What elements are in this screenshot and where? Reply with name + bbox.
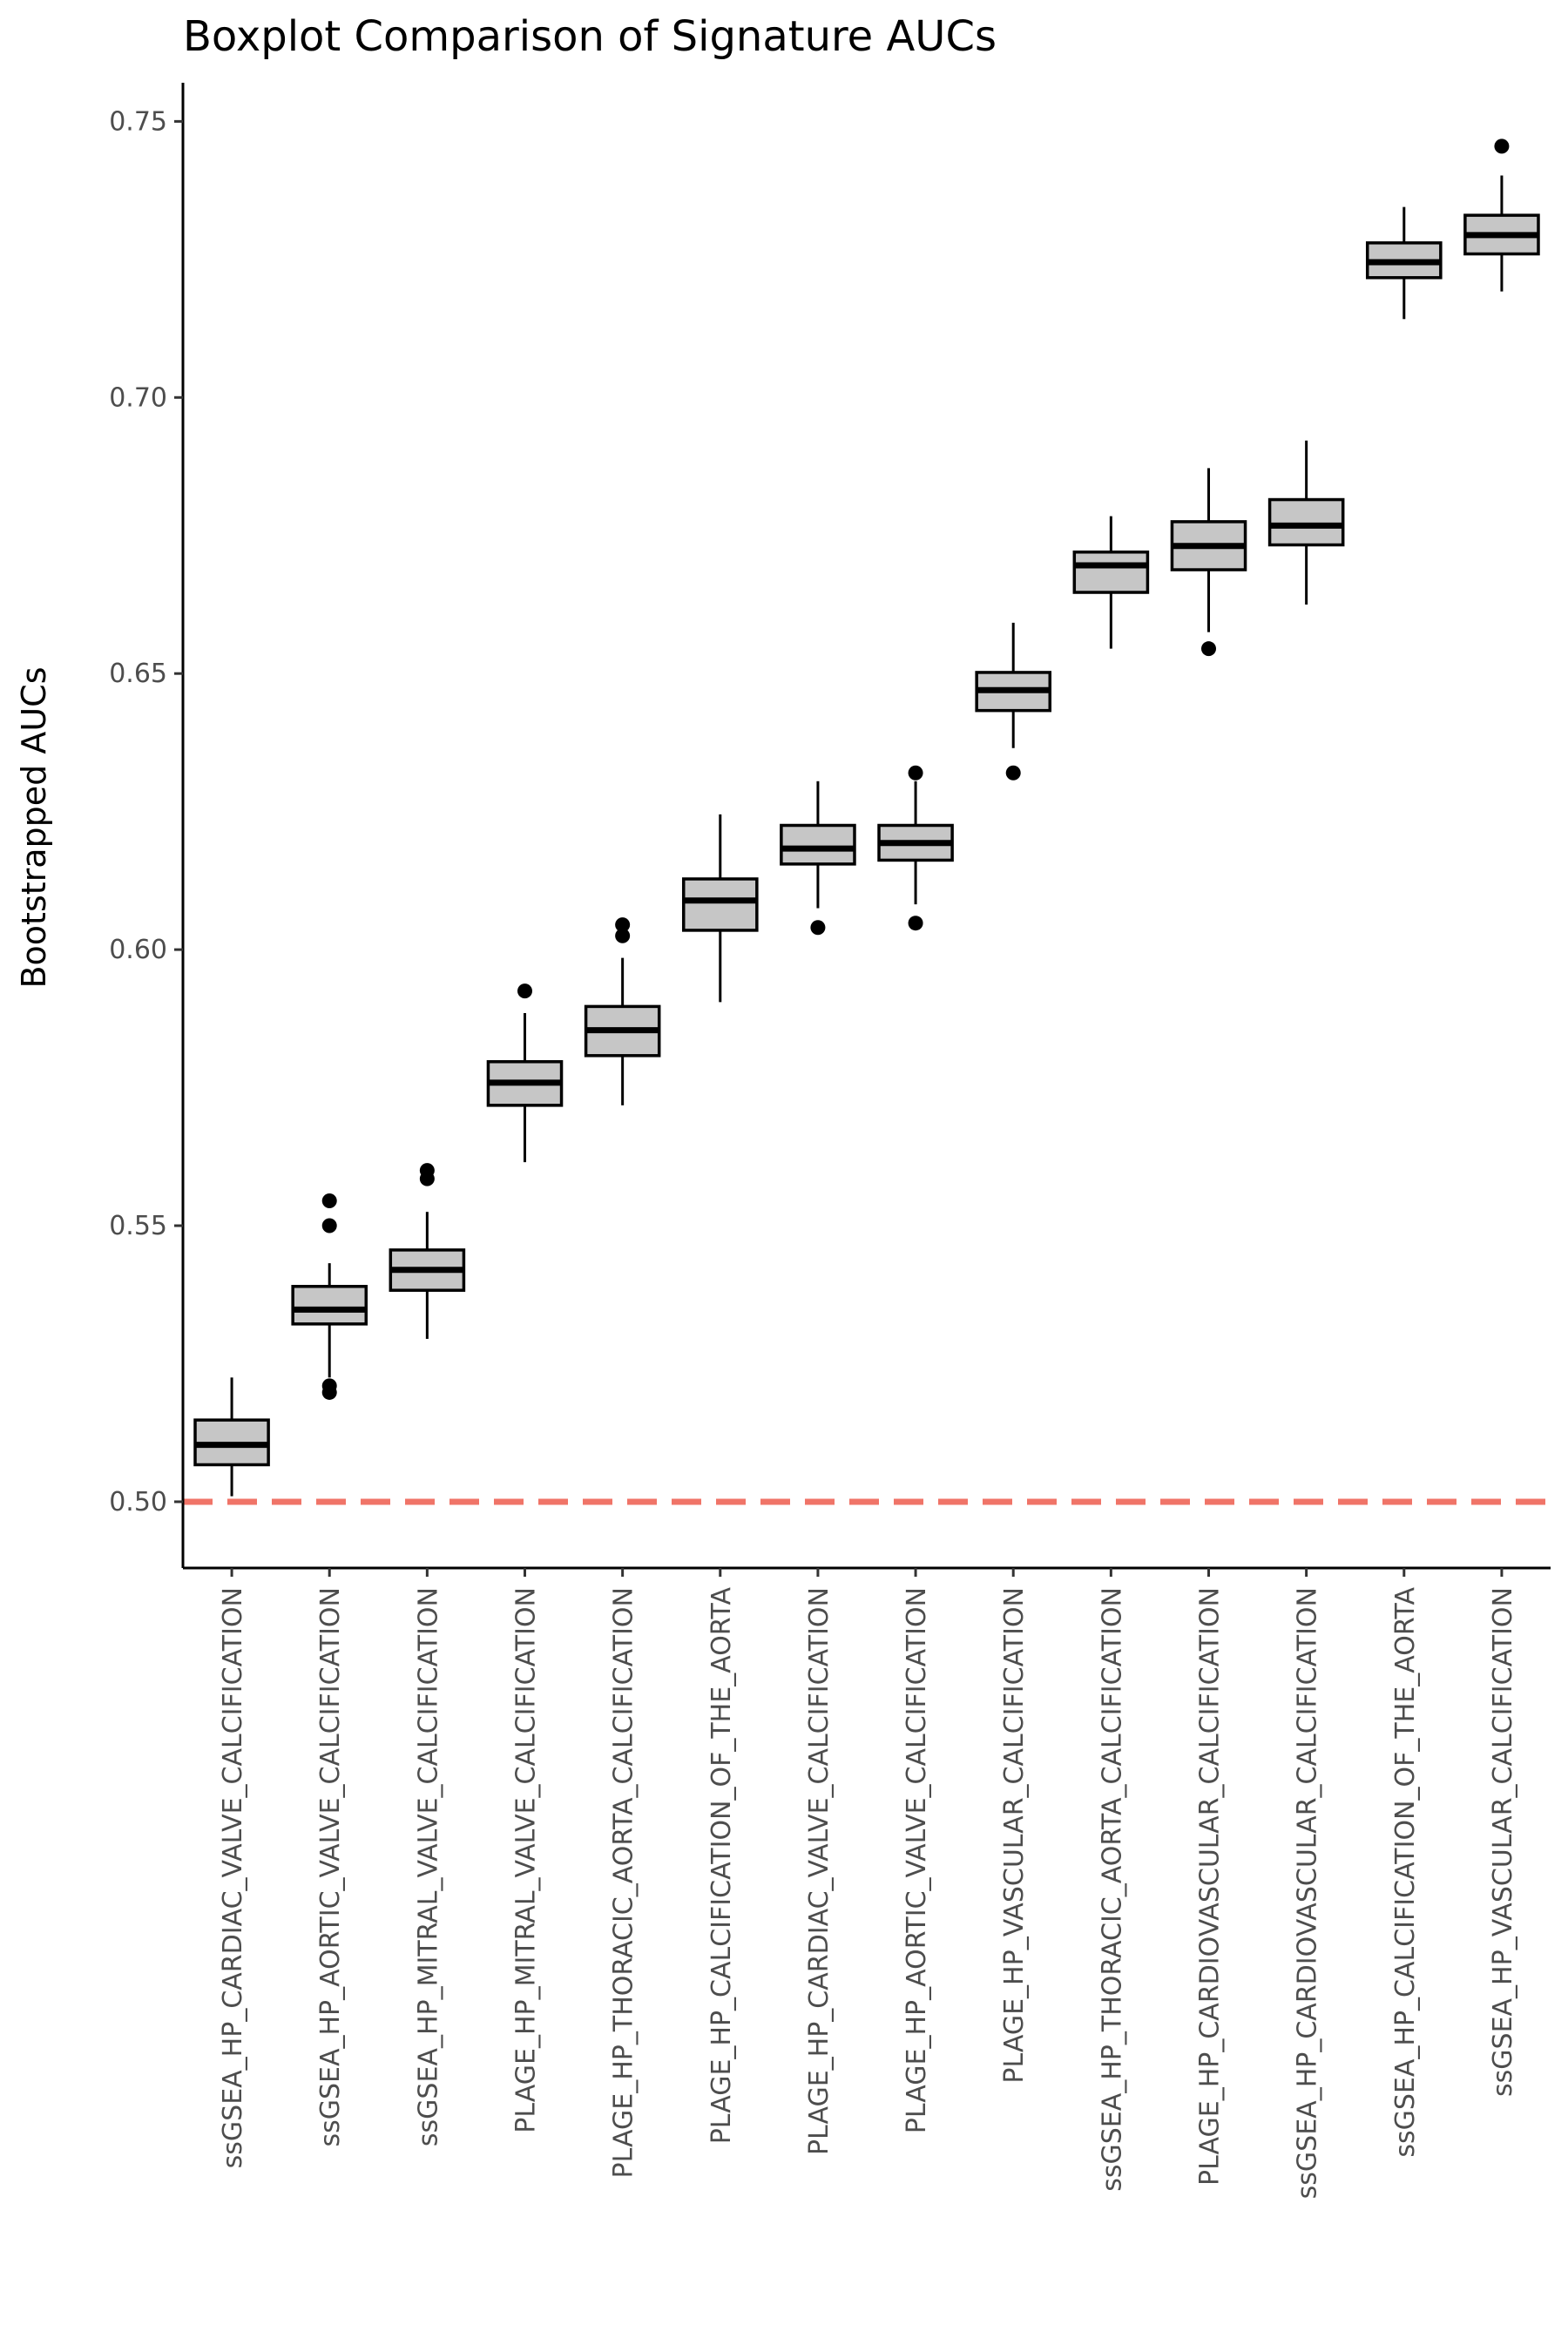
boxes-layer [193, 139, 1540, 1497]
x-tick-label: ssGSEA_HP_AORTIC_VALVE_CALCIFICATION [315, 1587, 346, 2147]
box-iqr [291, 1284, 368, 1326]
y-tick-label: 0.70 [109, 382, 167, 413]
box-group [681, 814, 759, 1003]
box-group [193, 1377, 270, 1497]
y-tick-label: 0.75 [109, 106, 167, 137]
x-tick-label: ssGSEA_HP_MITRAL_VALVE_CALCIFICATION [413, 1587, 443, 2146]
box-iqr [1072, 551, 1150, 594]
outlier-point [615, 917, 631, 933]
outlier-point [1201, 641, 1216, 657]
box-group [975, 622, 1052, 781]
outlier-point [321, 1218, 337, 1233]
box-group [1267, 440, 1345, 605]
box-group [486, 983, 564, 1163]
outlier-point [517, 983, 532, 999]
outlier-point [1494, 139, 1510, 154]
y-axis-label: Bootstrapped AUCs [15, 666, 53, 988]
box-group [1365, 206, 1443, 320]
box-group [780, 781, 856, 936]
x-tick-layer: ssGSEA_HP_CARDIAC_VALVE_CALCIFICATION ssG… [218, 1568, 1518, 2199]
outlier-point [810, 920, 826, 936]
x-tick-label: PLAGE_HP_MITRAL_VALVE_CALCIFICATION [511, 1587, 542, 2133]
x-tick-label: ssGSEA_HP_CARDIOVASCULAR_CALCIFICATION [1293, 1587, 1323, 2199]
x-tick-label: ssGSEA_HP_CARDIAC_VALVE_CALCIFICATION [218, 1587, 248, 2168]
x-tick-label: ssGSEA_HP_VASCULAR_CALCIFICATION [1488, 1587, 1518, 2097]
axes-layer [181, 83, 1551, 1570]
box-group [291, 1193, 368, 1400]
x-tick-label: PLAGE_HP_CALCIFICATION_OF_THE_AORTA [706, 1587, 737, 2145]
x-tick-label: PLAGE_HP_VASCULAR_CALCIFICATION [999, 1587, 1030, 2084]
box-group [1463, 139, 1540, 292]
box-group [584, 917, 661, 1105]
box-group [1072, 516, 1150, 649]
y-tick-label: 0.50 [109, 1487, 167, 1517]
x-tick-label: ssGSEA_HP_CALCIFICATION_OF_THE_AORTA [1390, 1587, 1421, 2158]
outlier-point [908, 765, 923, 781]
box-group [389, 1163, 466, 1339]
outlier-point [419, 1171, 435, 1186]
y-tick-label: 0.65 [109, 659, 167, 689]
y-tick-layer: 0.50 0.55 0.60 0.65 0.70 0.75 [109, 106, 183, 1517]
box-iqr [681, 877, 759, 932]
outlier-point [615, 928, 631, 943]
y-tick-label: 0.60 [109, 935, 167, 965]
box-iqr [1267, 497, 1345, 547]
box-iqr [780, 823, 856, 866]
box-group [1170, 468, 1247, 657]
outlier-point [321, 1193, 337, 1209]
x-tick-label: PLAGE_HP_CARDIOVASCULAR_CALCIFICATION [1195, 1587, 1226, 2186]
outlier-point [1005, 765, 1021, 781]
x-tick-label: PLAGE_HP_THORACIC_AORTA_CALCIFICATION [609, 1587, 639, 2178]
x-tick-label: PLAGE_HP_AORTIC_VALVE_CALCIFICATION [902, 1587, 932, 2133]
box-group [877, 765, 954, 931]
outlier-point [908, 916, 923, 931]
outlier-point [321, 1384, 337, 1400]
x-tick-label: ssGSEA_HP_THORACIC_AORTA_CALCIFICATION [1097, 1587, 1127, 2192]
chart-title: Boxplot Comparison of Signature AUCs [183, 12, 997, 61]
x-tick-label: PLAGE_HP_CARDIAC_VALVE_CALCIFICATION [804, 1587, 835, 2155]
y-tick-label: 0.55 [109, 1211, 167, 1241]
